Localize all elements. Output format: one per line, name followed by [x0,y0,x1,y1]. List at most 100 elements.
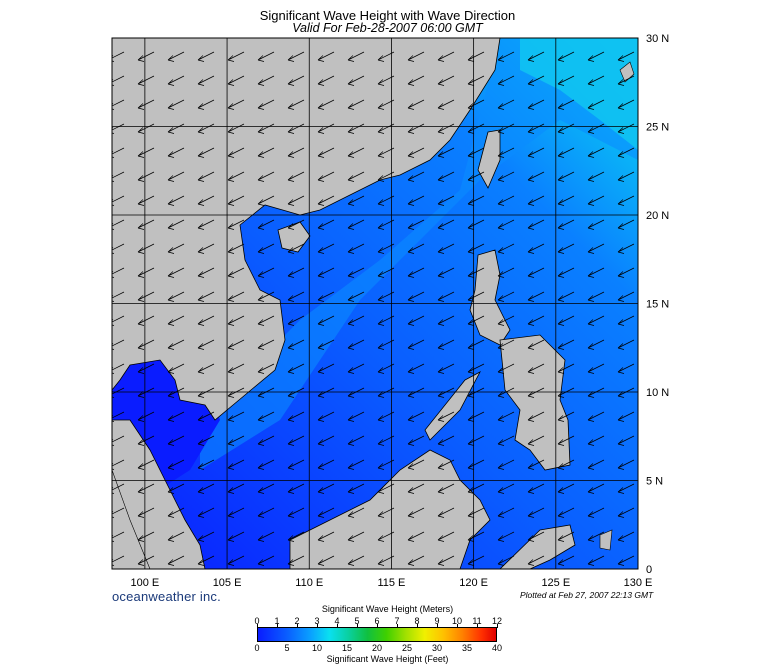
wave-arrow [527,387,545,398]
wave-arrow [437,459,455,470]
wave-arrow [317,387,335,398]
wave-arrow [617,51,635,62]
wave-arrow [257,195,275,206]
wave-arrow [557,339,575,350]
wave-arrow [167,387,185,398]
wave-arrow [467,483,485,494]
wave-arrow [167,147,185,158]
wave-arrow [407,507,425,518]
colorbar-meter-tick: 11 [472,616,482,626]
wave-arrow [527,291,545,302]
wave-arrow [617,267,635,278]
latitude-label: 25 N [646,122,669,134]
wave-arrow [467,507,485,518]
wave-arrow [587,267,605,278]
wave-arrow [347,531,365,542]
wave-arrow [377,387,395,398]
wave-arrow [377,531,395,542]
colorbar-meter-tick: 10 [451,616,463,626]
colorbar-tick-mark [477,624,478,628]
wave-arrow [467,51,485,62]
colorbar-feet-tick: 20 [371,643,383,653]
colorbar-tick-mark [277,624,278,628]
asia-mainland [112,38,501,421]
wave-arrow [287,147,305,158]
wave-arrow [197,555,215,566]
latitude-label: 5 N [646,476,663,488]
wave-arrow [257,531,275,542]
wave-arrow [467,123,485,134]
wave-arrow [137,99,155,110]
wave-arrow [497,243,515,254]
latitude-label: 10 N [646,387,669,399]
wave-arrow [167,195,185,206]
wave-arrow [527,555,545,566]
wave-arrow [377,435,395,446]
wave-arrow [167,531,185,542]
wave-arrow [347,339,365,350]
halmahera-island [599,529,613,551]
wave-arrow [437,531,455,542]
wave-arrow [377,339,395,350]
wave-arrow [197,411,215,422]
brand-logo-text: oceanweather inc. [112,589,221,604]
wave-arrow [317,459,335,470]
colorbar-tick-mark [437,624,438,628]
wave-arrow [407,315,425,326]
wave-arrow [467,291,485,302]
wave-arrow [617,171,635,182]
wave-arrow [167,291,185,302]
wave-arrow [227,315,245,326]
wave-arrow [437,267,455,278]
wave-arrow [527,267,545,278]
wave-arrow [527,531,545,542]
wave-arrow [137,123,155,134]
wave-arrow [257,123,275,134]
wave-arrow [557,435,575,446]
wave-arrow [527,99,545,110]
wave-arrow [437,315,455,326]
wave-arrow [497,507,515,518]
wave-arrow [497,315,515,326]
wave-arrow [197,195,215,206]
map-frame [111,37,639,570]
wave-arrow [347,387,365,398]
wave-arrow [227,507,245,518]
wave-arrow [587,99,605,110]
wave-arrow [497,99,515,110]
wave-arrow [617,195,635,206]
wave-arrow [587,555,605,566]
wave-arrow [557,387,575,398]
wave-arrow [467,99,485,110]
wave-arrow [557,51,575,62]
wave-arrow [617,291,635,302]
wave-arrow [437,339,455,350]
colorbar-meter-tick: 6 [374,616,380,626]
wave-arrow [227,483,245,494]
wave-arrow [527,507,545,518]
wave-arrow [317,555,335,566]
wave-arrow [617,459,635,470]
wave-arrow [347,195,365,206]
wave-arrow [257,99,275,110]
wave-arrow [407,171,425,182]
wave-arrow [407,291,425,302]
colorbar-meter-tick: 12 [491,616,503,626]
wave-arrow [557,315,575,326]
valid-time-subtitle: Valid For Feb-28-2007 06:00 GMT [292,21,483,35]
colorbar-title-feet: Significant Wave Height (Feet) [326,654,449,664]
colorbar-feet-tick: 10 [311,643,323,653]
wave-arrow [497,363,515,374]
wave-arrow [287,363,305,374]
longitude-label: 100 E [131,577,160,589]
wave-arrow [497,75,515,86]
colorbar-feet-tick: 30 [431,643,443,653]
latitude-labels: 30 N 25 N 20 N 15 N 10 N 5 N 0 [646,33,669,576]
wave-arrow [557,195,575,206]
wave-arrow [557,411,575,422]
wave-arrow [557,555,575,566]
wave-arrow [467,363,485,374]
wave-arrow [467,195,485,206]
wave-arrow [527,219,545,230]
wave-arrow [227,291,245,302]
